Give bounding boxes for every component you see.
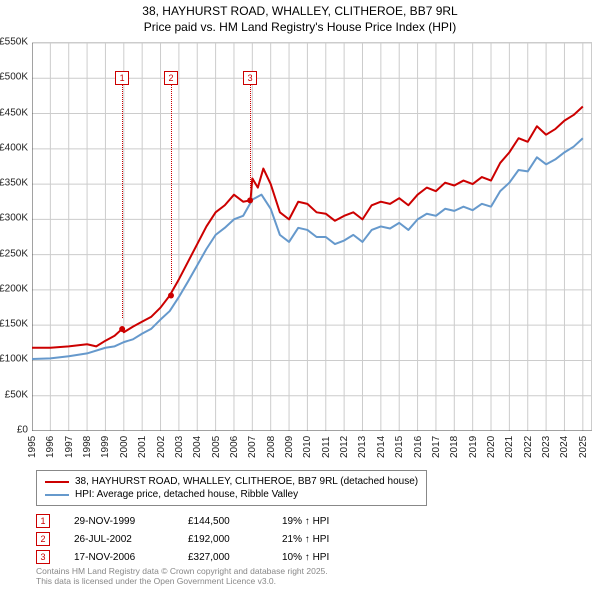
transaction-row: 1 29-NOV-1999 £144,500 19% ↑ HPI [36,512,362,530]
x-tick-label: 2018 [449,436,460,458]
x-tick-label: 2012 [339,436,350,458]
marker-vline-3 [250,85,251,187]
chart-svg [32,43,592,431]
x-tick-label: 2014 [376,436,387,458]
x-tick-label: 1997 [64,436,75,458]
x-axis: 1995199619971998199920002001200220032004… [32,430,592,468]
x-tick-label: 2005 [211,436,222,458]
x-tick-label: 2017 [431,436,442,458]
y-tick-label: £150K [0,319,28,330]
x-tick-label: 2007 [247,436,258,458]
y-tick-label: £50K [5,389,28,400]
legend-label: HPI: Average price, detached house, Ribb… [75,489,298,500]
y-tick-label: £200K [0,283,28,294]
transaction-pct: 21% ↑ HPI [282,534,362,545]
legend-item: HPI: Average price, detached house, Ribb… [45,488,418,501]
y-tick-label: £100K [0,354,28,365]
x-tick-label: 2009 [284,436,295,458]
chart-title: 38, HAYHURST ROAD, WHALLEY, CLITHEROE, B… [0,0,600,35]
chart-marker-1: 1 [115,71,129,85]
transaction-row: 3 17-NOV-2006 £327,000 10% ↑ HPI [36,548,362,566]
legend-item: 38, HAYHURST ROAD, WHALLEY, CLITHEROE, B… [45,475,418,488]
legend-swatch [45,494,69,496]
x-tick-label: 2015 [394,436,405,458]
transaction-marker: 3 [36,550,50,564]
transaction-date: 17-NOV-2006 [74,552,164,563]
x-tick-label: 2010 [302,436,313,458]
x-tick-label: 2004 [192,436,203,458]
x-tick-label: 2021 [504,436,515,458]
y-tick-label: £0 [17,425,28,436]
y-axis: £0£50K£100K£150K£200K£250K£300K£350K£400… [0,42,30,430]
y-tick-label: £500K [0,72,28,83]
transaction-marker: 2 [36,532,50,546]
transaction-price: £192,000 [188,534,258,545]
x-tick-label: 1999 [100,436,111,458]
x-tick-label: 2006 [229,436,240,458]
chart-container: 38, HAYHURST ROAD, WHALLEY, CLITHEROE, B… [0,0,600,590]
x-tick-label: 2003 [174,436,185,458]
y-tick-label: £300K [0,213,28,224]
y-tick-label: £400K [0,142,28,153]
legend-label: 38, HAYHURST ROAD, WHALLEY, CLITHEROE, B… [75,476,418,487]
x-tick-label: 2016 [413,436,424,458]
title-line-2: Price paid vs. HM Land Registry's House … [0,20,600,36]
transaction-price: £144,500 [188,516,258,527]
x-tick-label: 2011 [321,436,332,458]
attribution-line-2: This data is licensed under the Open Gov… [36,576,328,586]
x-tick-label: 2025 [578,436,589,458]
title-line-1: 38, HAYHURST ROAD, WHALLEY, CLITHEROE, B… [0,4,600,20]
y-tick-label: £350K [0,178,28,189]
transactions-table: 1 29-NOV-1999 £144,500 19% ↑ HPI 2 26-JUL-200… [36,512,362,566]
transaction-row: 2 26-JUL-2002 £192,000 21% ↑ HPI [36,530,362,548]
chart-marker-2: 2 [164,71,178,85]
legend-swatch [45,481,69,483]
x-tick-label: 2020 [486,436,497,458]
marker-vline-1 [122,85,123,318]
x-tick-label: 2019 [468,436,479,458]
transaction-date: 26-JUL-2002 [74,534,164,545]
transaction-marker: 1 [36,514,50,528]
x-tick-label: 2024 [559,436,570,458]
transaction-date: 29-NOV-1999 [74,516,164,527]
x-tick-label: 2022 [523,436,534,458]
transaction-price: £327,000 [188,552,258,563]
marker-vline-2 [171,85,172,284]
x-tick-label: 2002 [156,436,167,458]
chart-marker-3: 3 [243,71,257,85]
transaction-pct: 19% ↑ HPI [282,516,362,527]
x-tick-label: 2023 [541,436,552,458]
y-tick-label: £250K [0,248,28,259]
x-tick-label: 1995 [27,436,38,458]
transaction-pct: 10% ↑ HPI [282,552,362,563]
attribution: Contains HM Land Registry data © Crown c… [36,566,328,586]
plot-area: 1 2 3 [32,42,592,430]
y-tick-label: £550K [0,37,28,48]
x-tick-label: 1996 [45,436,56,458]
x-tick-label: 2013 [357,436,368,458]
x-tick-label: 2000 [119,436,130,458]
x-tick-label: 2001 [137,436,148,458]
attribution-line-1: Contains HM Land Registry data © Crown c… [36,566,328,576]
x-tick-label: 2008 [266,436,277,458]
y-tick-label: £450K [0,107,28,118]
x-tick-label: 1998 [82,436,93,458]
legend: 38, HAYHURST ROAD, WHALLEY, CLITHEROE, B… [36,470,427,506]
